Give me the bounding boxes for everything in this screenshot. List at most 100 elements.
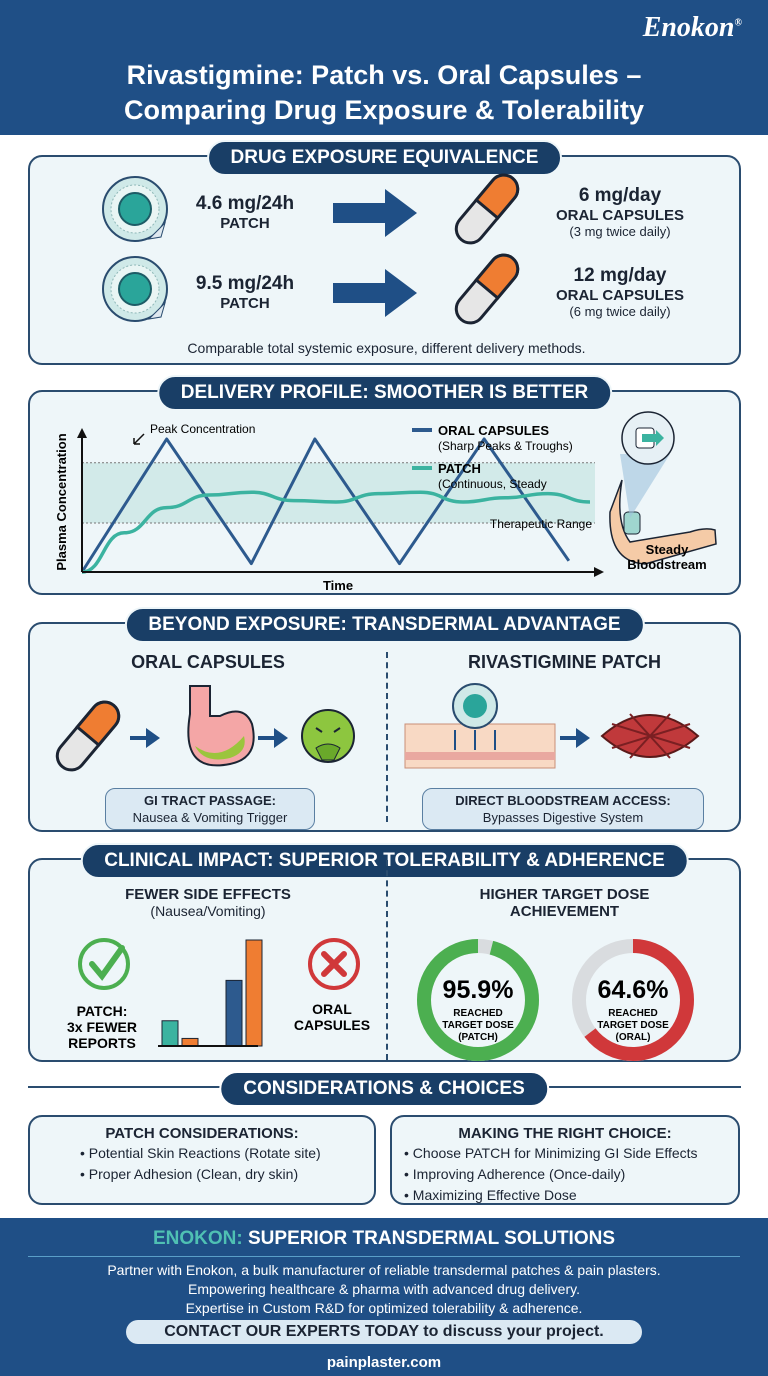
donut-arc xyxy=(572,939,694,1061)
patch-considerations: PATCH CONSIDERATIONS: • Potential Skin R… xyxy=(28,1115,376,1205)
footer-brand: ENOKON: xyxy=(152,1228,243,1249)
capsule-icon xyxy=(449,167,525,251)
patch-label: 3x FEWER xyxy=(67,1019,137,1035)
donut-label: (PATCH) xyxy=(458,1032,498,1043)
tag-title: DIRECT BLOODSTREAM ACCESS: xyxy=(455,793,671,808)
oral-capsules-line xyxy=(80,437,571,573)
list-item: • Choose PATCH for Minimizing GI Side Ef… xyxy=(404,1145,698,1161)
oral-dose-1: 6 mg/day ORAL CAPSULES (3 mg twice daily) xyxy=(540,185,700,239)
chart-title: HIGHER TARGET DOSE xyxy=(479,886,650,903)
section-heading: DRUG EXPOSURE EQUIVALENCE xyxy=(206,140,563,176)
box-title: MAKING THE RIGHT CHOICE: xyxy=(458,1125,672,1142)
bar xyxy=(161,1020,179,1047)
tag-text: Bypasses Digestive System xyxy=(482,810,644,825)
footer-line: Empowering healthcare & pharma with adva… xyxy=(188,1281,580,1297)
donut-arc xyxy=(417,939,539,1061)
side-effects-chart: PATCH: 3x FEWER REPORTS ORAL CAPSULES xyxy=(67,938,370,1051)
legend-note-patch: (Continuous, Steady xyxy=(438,477,547,491)
advantage-icons xyxy=(50,683,700,778)
nausea-face-icon xyxy=(301,709,355,763)
list-item: • Improving Adherence (Once-daily) xyxy=(404,1166,626,1182)
right-choice: MAKING THE RIGHT CHOICE: • Choose PATCH … xyxy=(390,1115,740,1205)
patch-dose: 9.5 mg/24h xyxy=(195,273,295,294)
patch-label: REPORTS xyxy=(68,1035,136,1051)
patch-dose: 4.6 mg/24h xyxy=(195,193,295,214)
patch-label: PATCH xyxy=(220,215,270,232)
skin-patch-icon xyxy=(404,683,556,769)
patch-icon xyxy=(102,256,168,322)
delivery-section: DELIVERY PROFILE: SMOOTHER IS BETTER Pla… xyxy=(28,375,741,595)
chart-title: FEWER SIDE EFFECTS xyxy=(125,886,291,903)
cta-rest: to discuss your project. xyxy=(418,1323,604,1340)
registered-mark: ® xyxy=(734,17,742,29)
section-heading: BEYOND EXPOSURE: TRANSDERMAL ADVANTAGE xyxy=(124,607,645,643)
capsule-icon xyxy=(50,694,126,778)
oral-note: (3 mg twice daily) xyxy=(569,224,671,239)
footer-rule xyxy=(28,1256,740,1257)
x-axis-label: Time xyxy=(323,578,353,593)
oral-dose-2: 12 mg/day ORAL CAPSULES (6 mg twice daily) xyxy=(540,265,700,319)
choice-list: • Choose PATCH for Minimizing GI Side Ef… xyxy=(404,1144,738,1205)
capsule-icon xyxy=(449,247,525,331)
donut-label: 95.9% xyxy=(443,976,514,1004)
page-title: Rivastigmine: Patch vs. Oral Capsules – … xyxy=(0,58,768,128)
list-item: • Maximizing Effective Dose xyxy=(404,1187,577,1203)
exposure-footnote: Comparable total systemic exposure, diff… xyxy=(187,340,586,356)
divider xyxy=(386,860,388,1060)
band-label: Therapeutic Range xyxy=(490,517,592,531)
list-item: • Potential Skin Reactions (Rotate site) xyxy=(80,1145,321,1161)
list-item: • Proper Adhesion (Clean, dry skin) xyxy=(80,1166,299,1182)
y-axis-label: Plasma Concentration xyxy=(54,433,69,570)
oral-note: (6 mg twice daily) xyxy=(569,304,671,319)
patch-dose-1: 4.6 mg/24h PATCH xyxy=(180,193,310,232)
oral-dose: 6 mg/day xyxy=(578,185,662,206)
gi-tract-tag: GI TRACT PASSAGE: Nausea & Vomiting Trigg… xyxy=(105,788,315,830)
enokon-logo: Enokon® xyxy=(643,12,742,44)
donut-label: REACHED xyxy=(608,1008,657,1019)
bar xyxy=(181,1037,199,1047)
x-icon xyxy=(308,938,360,990)
chart-title-2: ACHIEVEMENT xyxy=(509,903,620,920)
legend-label-patch: PATCH xyxy=(438,461,481,476)
patch-icon xyxy=(102,176,168,242)
exposure-section: DRUG EXPOSURE EQUIVALENCE 4.6 mg/24h PATC… xyxy=(28,140,741,365)
divider xyxy=(386,652,388,822)
oral-title: ORAL CAPSULES xyxy=(131,652,285,672)
patch-dose-2: 9.5 mg/24h PATCH xyxy=(180,273,310,312)
check-icon xyxy=(78,938,130,990)
footer: ENOKON: SUPERIOR TRANSDERMAL SOLUTIONS P… xyxy=(0,1218,768,1376)
title-line-2: Comparing Drug Exposure & Tolerability xyxy=(123,95,645,125)
chart-subtitle: (Nausea/Vomiting) xyxy=(150,903,266,919)
clinical-section: CLINICAL IMPACT: SUPERIOR TOLERABILITY &… xyxy=(28,843,741,1062)
donut-label: (ORAL) xyxy=(616,1032,651,1043)
bar xyxy=(225,979,243,1047)
delivery-profile-chart: Plasma Concentration Time Peak Concentra… xyxy=(54,411,717,593)
advantage-section: BEYOND EXPOSURE: TRANSDERMAL ADVANTAGE O… xyxy=(28,607,741,832)
considerations-list: • Potential Skin Reactions (Rotate site)… xyxy=(80,1144,374,1184)
footer-heading: ENOKON: SUPERIOR TRANSDERMAL SOLUTIONS xyxy=(0,1228,768,1250)
side-effects-title: FEWER SIDE EFFECTS (Nausea/Vomiting) xyxy=(30,886,386,919)
patch-title: RIVASTIGMINE PATCH xyxy=(468,652,661,672)
section-heading: DELIVERY PROFILE: SMOOTHER IS BETTER xyxy=(156,375,613,411)
arm-patch-icon xyxy=(609,411,717,565)
header: Enokon® Rivastigmine: Patch vs. Oral Cap… xyxy=(0,0,768,135)
cta-bold: CONTACT OUR EXPERTS TODAY xyxy=(164,1323,419,1340)
arrow-right-icon xyxy=(333,189,417,237)
website-link[interactable]: painplaster.com xyxy=(326,1354,442,1371)
bloodstream-tag: DIRECT BLOODSTREAM ACCESS: Bypasses Diges… xyxy=(422,788,704,830)
oral-dose: 12 mg/day xyxy=(573,265,667,286)
section-heading: CONSIDERATIONS & CHOICES xyxy=(219,1071,549,1107)
oral-label: ORAL CAPSULES xyxy=(555,207,685,224)
donut-label: TARGET DOSE xyxy=(442,1020,514,1031)
contact-cta[interactable]: CONTACT OUR EXPERTS TODAY to discuss you… xyxy=(126,1320,642,1344)
legend-label-oral: ORAL CAPSULES xyxy=(438,423,549,438)
footer-title: SUPERIOR TRANSDERMAL SOLUTIONS xyxy=(248,1228,616,1249)
box-title: PATCH CONSIDERATIONS: xyxy=(105,1125,299,1142)
donut-label: 64.6% xyxy=(598,976,669,1004)
footer-text: Partner with Enokon, a bulk manufacturer… xyxy=(0,1261,768,1318)
footer-line: Partner with Enokon, a bulk manufacturer… xyxy=(107,1262,661,1278)
patch-label: PATCH: xyxy=(77,1003,128,1019)
tag-text: Nausea & Vomiting Trigger xyxy=(132,810,288,825)
section-heading: CLINICAL IMPACT: SUPERIOR TOLERABILITY &… xyxy=(80,843,689,879)
